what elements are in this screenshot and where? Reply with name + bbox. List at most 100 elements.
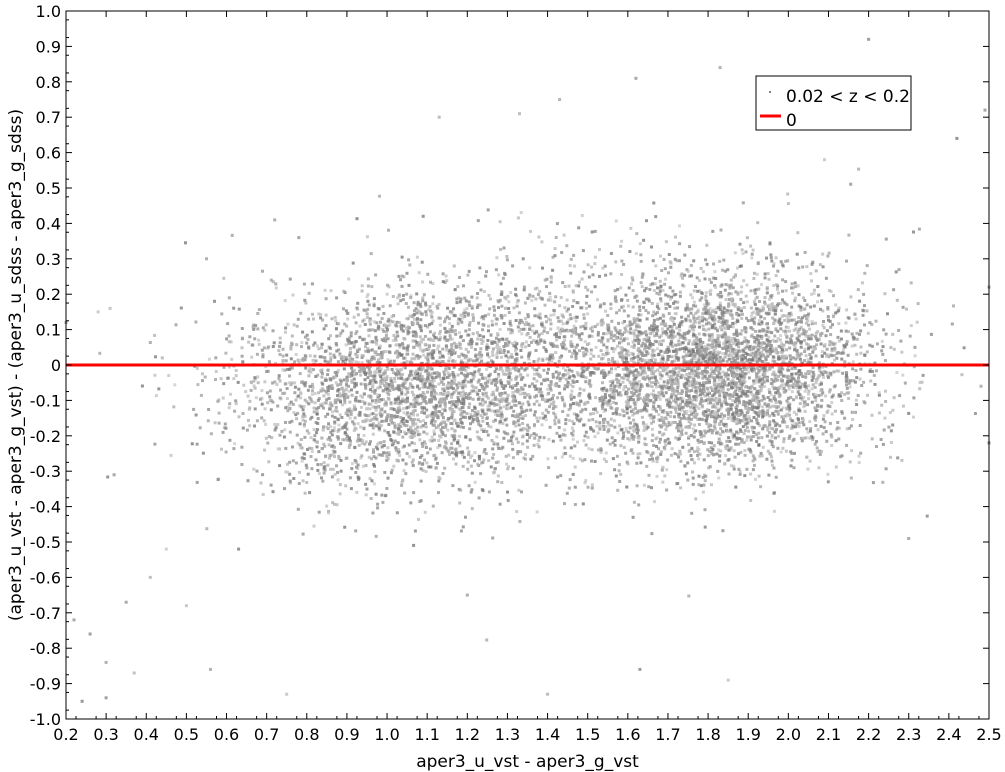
data-point	[358, 438, 362, 442]
data-point	[610, 424, 614, 428]
data-point	[373, 464, 376, 468]
data-point	[635, 423, 639, 427]
data-point	[647, 379, 651, 383]
data-point	[580, 371, 584, 375]
data-point	[321, 318, 324, 322]
data-point	[336, 360, 340, 364]
data-point	[721, 357, 725, 361]
data-point	[366, 328, 370, 332]
data-point	[532, 402, 536, 406]
data-point	[687, 443, 691, 447]
data-point	[915, 320, 919, 324]
data-point	[412, 376, 416, 380]
data-point	[299, 446, 303, 449]
data-point	[670, 383, 673, 387]
data-point	[613, 468, 617, 472]
data-point	[862, 380, 866, 384]
data-point	[671, 289, 675, 293]
data-point	[638, 373, 642, 377]
data-point	[446, 428, 450, 432]
data-point	[417, 402, 421, 406]
data-point	[694, 386, 698, 390]
data-point	[620, 349, 624, 353]
data-point	[410, 460, 414, 464]
data-point	[746, 366, 750, 370]
data-point	[591, 418, 595, 422]
data-point	[751, 454, 755, 458]
data-point	[511, 414, 515, 418]
data-point	[482, 388, 486, 392]
data-point	[357, 347, 361, 351]
data-point	[845, 342, 849, 346]
data-point	[731, 337, 735, 341]
data-point	[684, 412, 688, 416]
data-point	[311, 389, 314, 393]
data-point	[387, 392, 391, 396]
data-point	[761, 427, 765, 431]
data-point	[781, 418, 785, 421]
data-point	[241, 426, 245, 430]
data-point	[621, 367, 625, 371]
data-point	[474, 354, 478, 358]
data-point	[450, 408, 454, 411]
data-point	[672, 415, 676, 419]
data-point	[854, 398, 858, 402]
data-point	[726, 283, 730, 287]
data-point	[246, 394, 250, 398]
data-point	[724, 352, 727, 355]
data-point	[332, 429, 336, 433]
data-point	[293, 391, 297, 395]
data-point	[697, 315, 701, 319]
data-point	[499, 411, 503, 415]
data-point	[782, 300, 786, 304]
data-point	[420, 442, 424, 445]
data-point	[468, 321, 472, 324]
data-point	[310, 330, 314, 334]
data-point	[470, 471, 474, 475]
data-point	[278, 345, 281, 348]
data-point	[505, 423, 509, 427]
data-point	[666, 345, 670, 349]
data-point	[764, 311, 768, 315]
data-point	[517, 423, 521, 427]
data-point	[528, 335, 532, 339]
data-point	[252, 384, 256, 388]
data-point	[794, 323, 798, 327]
data-point	[385, 455, 389, 458]
data-point	[774, 404, 778, 408]
data-point	[464, 515, 467, 519]
data-point	[863, 271, 867, 275]
data-point	[832, 370, 836, 374]
data-point	[892, 396, 896, 400]
data-point	[438, 477, 442, 481]
data-point	[507, 340, 511, 344]
data-point	[154, 394, 158, 398]
data-point	[673, 306, 677, 310]
data-point	[510, 331, 514, 335]
data-point	[237, 307, 241, 311]
data-point	[272, 341, 276, 345]
data-point	[521, 402, 525, 406]
data-point	[430, 349, 434, 353]
data-point	[517, 329, 521, 333]
data-point	[845, 308, 849, 312]
data-point	[447, 352, 451, 355]
data-point	[611, 412, 615, 416]
data-point	[698, 337, 702, 341]
data-point	[601, 353, 605, 356]
data-point	[466, 467, 470, 471]
data-point	[339, 442, 343, 446]
data-point	[584, 479, 588, 483]
data-point	[490, 439, 494, 442]
data-point	[265, 391, 269, 395]
data-point	[660, 374, 664, 378]
data-point	[310, 467, 314, 471]
data-point	[278, 433, 282, 437]
data-point	[625, 352, 628, 356]
data-point	[339, 394, 343, 398]
data-point	[328, 346, 332, 350]
data-point	[815, 446, 819, 450]
data-point	[487, 312, 491, 316]
data-point	[751, 459, 755, 463]
data-point	[490, 393, 494, 397]
